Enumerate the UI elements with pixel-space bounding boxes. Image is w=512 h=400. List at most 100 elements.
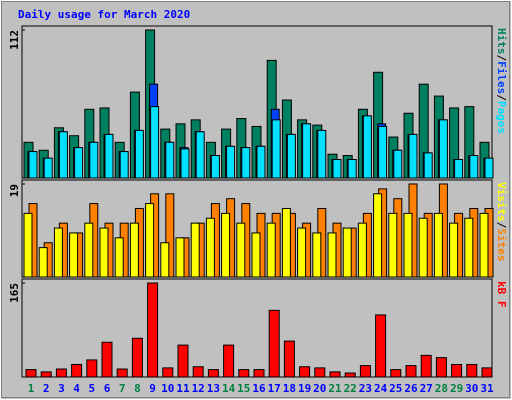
x-tick-label: 6 [104,382,111,395]
x-tick-label: 26 [404,382,418,395]
bar [253,369,265,378]
bar [286,133,296,179]
bar [104,133,114,179]
bar [283,340,295,378]
bar [469,155,479,179]
bar [479,212,489,278]
bar [329,371,341,378]
bar [221,212,231,278]
x-tick-label: 19 [298,382,311,395]
bar [165,141,175,179]
bar [160,242,170,278]
bar [129,222,139,278]
bar [150,106,160,179]
x-tick-label: 21 [328,382,342,395]
bar [268,309,280,378]
x-tick-label: 24 [374,382,388,395]
x-tick-label: 15 [237,382,250,395]
y-tick-label: 165 [8,283,21,303]
bar [390,369,402,378]
bar [281,207,291,278]
x-tick-label: 17 [268,382,281,395]
bar [205,217,215,278]
bar [55,368,67,378]
bar [373,193,383,278]
legend: kB F [495,281,508,308]
legend-entry: kB F [495,281,508,308]
bar [362,115,372,179]
bar [359,365,371,378]
bar [99,227,109,278]
x-tick-label: 27 [420,382,433,395]
bar [451,363,463,378]
legend: Visits/Sites [495,182,508,262]
x-tick-label: 23 [359,382,372,395]
bar [165,193,175,278]
bar [266,222,276,278]
bar [190,222,200,278]
bar [403,212,413,278]
legend: Hits/Files/Pages [495,28,508,134]
bar [119,151,129,179]
bar [251,232,261,278]
bar [454,159,464,179]
chart-title: Daily usage for March 2020 [18,8,190,21]
y-tick-label: 19 [8,184,21,197]
bar [58,131,68,179]
x-tick-label: 10 [161,382,174,395]
bar [378,125,388,179]
bar [74,147,84,179]
x-tick-label: 3 [58,382,65,395]
bar [69,232,79,278]
bar [28,151,38,179]
x-tick-label: 1 [28,382,35,395]
bar [420,354,432,378]
bar [241,147,251,179]
bar [223,344,235,378]
bar [464,217,474,278]
legend-entry: Sites [495,228,508,261]
bar [134,129,144,179]
bar [207,369,219,378]
bar [89,141,99,179]
bar [405,365,417,378]
bar [192,366,204,378]
legend-separator: / [495,55,508,62]
x-tick-label: 11 [176,382,190,395]
legend-separator: / [495,222,508,229]
legend-entry: Pages [495,101,508,134]
x-tick-label: 4 [73,382,80,395]
bar [256,145,266,179]
x-tick-label: 29 [450,382,463,395]
x-tick-label: 30 [465,382,478,395]
bar [408,133,418,179]
bar [177,344,189,378]
bar [23,212,33,278]
bar [131,337,143,378]
x-tick-label: 22 [344,382,357,395]
bar [423,152,433,179]
x-tick-label: 7 [119,382,126,395]
x-tick-label: 14 [222,382,236,395]
bar [236,222,246,278]
bar [481,367,493,378]
x-tick-label: 25 [389,382,402,395]
x-tick-label: 13 [207,382,220,395]
bar [40,371,52,378]
bar [332,159,342,179]
bar [101,341,113,378]
x-tick-label: 31 [480,382,494,395]
plot-area [21,278,493,378]
bar [312,232,322,278]
x-tick-label: 2 [43,382,50,395]
x-tick-label: 9 [149,382,156,395]
bar [71,363,83,378]
bar [342,227,352,278]
legend-separator: / [495,94,508,101]
bar [147,282,159,378]
bar [271,119,281,179]
bar [162,367,174,378]
bar [347,159,357,179]
